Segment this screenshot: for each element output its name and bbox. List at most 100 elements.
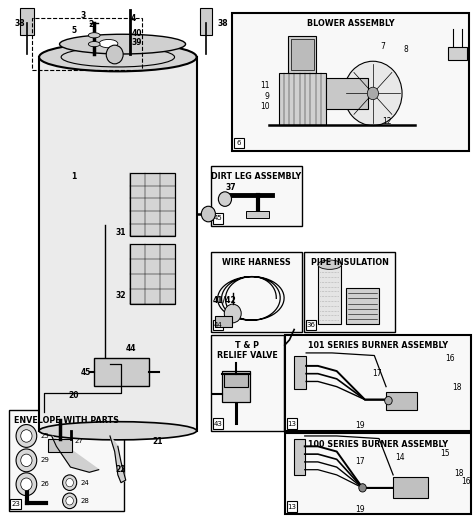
Bar [246,211,270,218]
Text: 8: 8 [403,45,408,54]
Text: 13: 13 [288,503,297,510]
Text: 10: 10 [260,102,270,111]
Bar [48,439,72,452]
Bar [20,8,35,35]
Text: 18: 18 [454,469,464,478]
Bar [294,439,305,475]
Bar [211,252,302,332]
Bar [94,358,149,386]
Bar [448,47,467,60]
Circle shape [219,192,231,207]
Text: 22: 22 [116,465,126,474]
Bar [10,499,21,509]
Text: 41/42: 41/42 [213,295,237,305]
Text: 28: 28 [81,498,89,504]
Bar [222,371,250,402]
Text: 3: 3 [81,11,86,20]
Text: 6: 6 [237,140,241,146]
Text: 11: 11 [260,81,270,90]
Bar [39,57,197,431]
Circle shape [16,473,37,496]
Text: ENVELOPE WITH PARTS: ENVELOPE WITH PARTS [14,416,118,425]
Circle shape [16,449,37,472]
Circle shape [63,493,77,509]
Text: 27: 27 [74,438,83,444]
Text: 43: 43 [213,420,222,427]
Bar [212,418,223,429]
Text: 16: 16 [445,354,455,363]
Bar [285,433,471,514]
Text: 25: 25 [40,433,49,439]
Polygon shape [110,436,126,483]
Text: 40: 40 [131,29,142,38]
Ellipse shape [60,34,185,54]
Circle shape [63,475,77,490]
Text: 44: 44 [213,322,222,328]
Bar [211,166,302,226]
Text: 16: 16 [461,477,471,486]
Circle shape [359,484,366,492]
Text: 36: 36 [306,322,315,328]
Text: 101 SERIES BURNER ASSEMBLY: 101 SERIES BURNER ASSEMBLY [308,341,448,350]
Text: 1: 1 [71,172,76,181]
Bar [291,39,314,70]
Text: 100 SERIES BURNER ASSEMBLY: 100 SERIES BURNER ASSEMBLY [308,440,448,448]
Bar [201,8,212,35]
Bar [386,392,417,410]
Bar [232,13,469,151]
Bar [287,501,297,512]
Text: 4: 4 [131,13,136,23]
Text: 39: 39 [131,38,142,47]
Text: 37: 37 [226,183,237,193]
Bar [318,265,341,324]
Ellipse shape [39,421,197,440]
Text: T & P
RELIEF VALVE: T & P RELIEF VALVE [217,341,277,360]
Text: 17: 17 [372,368,382,378]
Circle shape [344,61,402,126]
Circle shape [201,206,215,222]
Circle shape [21,478,32,490]
Circle shape [66,479,73,487]
Text: 45: 45 [81,368,91,377]
Ellipse shape [88,33,100,38]
Bar [285,335,471,431]
Bar [346,288,379,324]
Polygon shape [52,436,99,472]
Text: 18: 18 [452,383,461,392]
Text: 21: 21 [152,436,163,446]
Circle shape [66,497,73,505]
Text: 23: 23 [11,501,20,507]
Text: 26: 26 [40,481,49,487]
Text: 15: 15 [440,449,450,458]
Bar [130,244,174,304]
Text: 29: 29 [40,457,49,463]
Text: PIPE INSULATION: PIPE INSULATION [310,258,389,267]
Text: 19: 19 [356,421,365,430]
Bar [287,418,297,429]
Text: 31: 31 [116,228,126,237]
Bar [288,36,317,73]
Text: 45: 45 [213,215,222,222]
Text: 9: 9 [264,91,270,101]
Text: WIRE HARNESS: WIRE HARNESS [222,258,291,267]
Text: DIRT LEG ASSEMBLY: DIRT LEG ASSEMBLY [211,172,301,181]
Text: 38: 38 [15,19,26,28]
Text: 14: 14 [395,453,405,462]
Text: 44: 44 [125,344,136,353]
Bar [393,477,428,498]
Bar [215,316,232,327]
Circle shape [16,425,37,447]
Text: 5: 5 [71,25,76,35]
Text: 19: 19 [356,505,365,514]
Bar [225,374,248,387]
Ellipse shape [99,39,118,48]
Text: 12: 12 [382,117,392,127]
Ellipse shape [39,43,197,71]
Circle shape [385,397,392,405]
Circle shape [224,304,241,323]
Circle shape [21,430,32,442]
Text: 17: 17 [356,457,365,466]
Bar [212,213,223,224]
Bar [279,73,326,125]
Bar [212,320,223,330]
